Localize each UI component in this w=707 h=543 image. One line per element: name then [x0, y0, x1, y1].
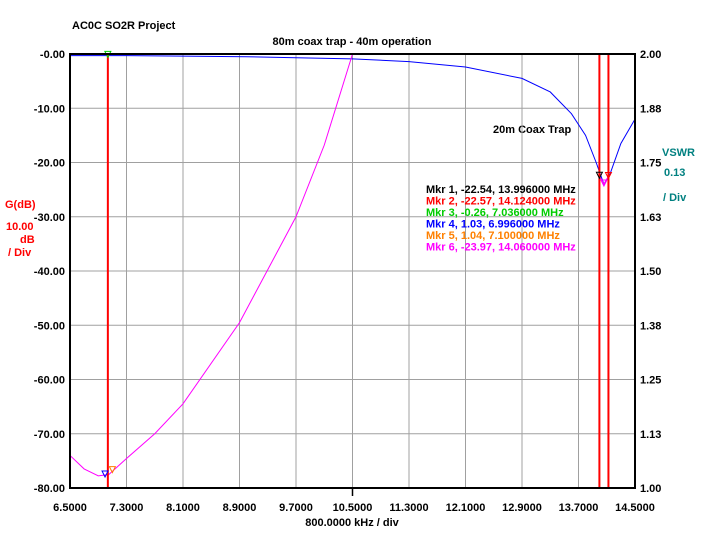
right-axis-per-div: / Div	[663, 192, 687, 204]
right-axis-label: VSWR	[662, 147, 695, 159]
left-tick-label: -40.00	[34, 266, 65, 278]
marker-legend-entry: Mkr 4, 1.03, 6.996000 MHz	[426, 219, 560, 231]
right-tick-label: 1.00	[640, 483, 661, 495]
marker-triangle	[108, 466, 117, 474]
left-tick-label: -30.00	[34, 212, 65, 224]
right-tick-label: 1.63	[640, 212, 661, 224]
marker-triangle	[604, 171, 613, 180]
left-axis-per-div: / Div	[8, 247, 32, 259]
left-tick-label: -60.00	[34, 375, 65, 387]
right-tick-label: 1.13	[640, 429, 661, 441]
marker-legend-entry: Mkr 3, -0.26, 7.036000 MHz	[426, 207, 564, 219]
right-tick-label: 1.38	[640, 320, 661, 332]
x-tick-label: 8.9000	[223, 502, 257, 514]
marker-triangle	[595, 171, 604, 180]
x-tick-label: 10.5000	[333, 502, 373, 514]
marker-legend-entry: Mkr 2, -22.57, 14.124000 MHz	[426, 196, 576, 208]
x-tick-label: 8.1000	[166, 502, 200, 514]
left-axis-unit: dB	[20, 234, 35, 246]
marker-legend-entry: Mkr 1, -22.54, 13.996000 MHz	[426, 184, 576, 196]
x-tick-label: 13.7000	[559, 502, 599, 514]
series-line	[69, 53, 353, 477]
marker-legend-entry: Mkr 5, 1.04, 7.100000 MHz	[426, 230, 560, 242]
left-tick-label: -70.00	[34, 429, 65, 441]
right-tick-label: 1.88	[640, 103, 661, 115]
left-axis-label: G(dB)	[5, 199, 36, 211]
right-tick-label: 1.75	[640, 158, 661, 170]
x-tick-label: 12.9000	[502, 502, 542, 514]
right-axis-scale: 0.13	[664, 167, 685, 179]
left-tick-label: -10.00	[34, 103, 65, 115]
left-axis-scale: 10.00	[6, 221, 34, 233]
right-tick-label: 2.00	[640, 49, 661, 61]
left-tick-label: -50.00	[34, 320, 65, 332]
marker-triangle	[600, 179, 608, 188]
x-tick-label: 11.3000	[389, 502, 428, 514]
x-tick-label: 9.7000	[279, 502, 313, 514]
right-tick-label: 1.50	[640, 266, 661, 278]
left-tick-label: -80.00	[34, 483, 65, 495]
marker-legend-entry: Mkr 6, -23.97, 14.060000 MHz	[426, 242, 576, 254]
left-tick-label: -0.00	[40, 49, 65, 61]
x-tick-label: 14.5000	[615, 502, 655, 514]
x-axis-label: 800.0000 kHz / div	[305, 517, 399, 529]
series-line	[598, 174, 609, 186]
annotation: 20m Coax Trap	[493, 124, 572, 136]
project-title: AC0C SO2R Project	[72, 20, 176, 32]
marker-triangle	[101, 470, 109, 479]
right-tick-label: 1.25	[640, 375, 661, 387]
x-tick-label: 6.5000	[53, 502, 87, 514]
x-tick-label: 7.3000	[110, 502, 144, 514]
left-tick-label: -20.00	[34, 158, 65, 170]
chart-title: 80m coax trap - 40m operation	[273, 36, 432, 48]
x-tick-label: 12.1000	[446, 502, 486, 514]
